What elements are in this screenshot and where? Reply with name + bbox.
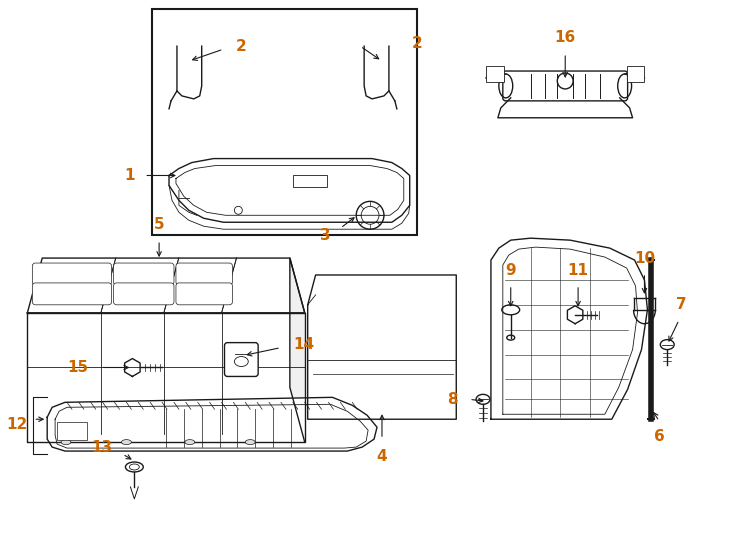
- Bar: [152, 9, 417, 235]
- Text: 3: 3: [320, 228, 330, 242]
- Text: 14: 14: [293, 337, 314, 352]
- Text: 12: 12: [6, 417, 27, 431]
- FancyBboxPatch shape: [503, 71, 628, 101]
- FancyBboxPatch shape: [32, 283, 112, 305]
- Polygon shape: [491, 238, 647, 419]
- Text: 9: 9: [506, 263, 516, 278]
- Ellipse shape: [61, 440, 71, 444]
- Ellipse shape: [185, 440, 195, 444]
- Bar: [57, 422, 87, 440]
- Text: 5: 5: [154, 217, 164, 232]
- FancyBboxPatch shape: [225, 342, 258, 376]
- Text: 6: 6: [654, 429, 665, 444]
- Bar: [486, 66, 504, 82]
- Polygon shape: [290, 258, 305, 442]
- Text: 2: 2: [412, 36, 423, 51]
- Text: 16: 16: [555, 30, 576, 45]
- FancyBboxPatch shape: [114, 263, 174, 285]
- Text: 15: 15: [68, 360, 89, 375]
- Text: 7: 7: [676, 297, 686, 312]
- Text: 2: 2: [236, 39, 246, 53]
- Text: 11: 11: [567, 263, 589, 278]
- Text: 8: 8: [446, 392, 457, 407]
- FancyBboxPatch shape: [114, 283, 174, 305]
- FancyBboxPatch shape: [32, 263, 112, 285]
- Text: 10: 10: [634, 251, 655, 266]
- Ellipse shape: [121, 440, 131, 444]
- Polygon shape: [308, 275, 457, 419]
- Ellipse shape: [245, 440, 255, 444]
- Text: 13: 13: [92, 440, 112, 455]
- Polygon shape: [27, 258, 305, 313]
- FancyBboxPatch shape: [176, 283, 233, 305]
- Polygon shape: [47, 397, 377, 451]
- Text: 4: 4: [377, 449, 388, 464]
- FancyBboxPatch shape: [176, 263, 233, 285]
- Text: 1: 1: [124, 168, 134, 183]
- Bar: [293, 176, 327, 187]
- Bar: [627, 66, 644, 82]
- Polygon shape: [27, 313, 305, 442]
